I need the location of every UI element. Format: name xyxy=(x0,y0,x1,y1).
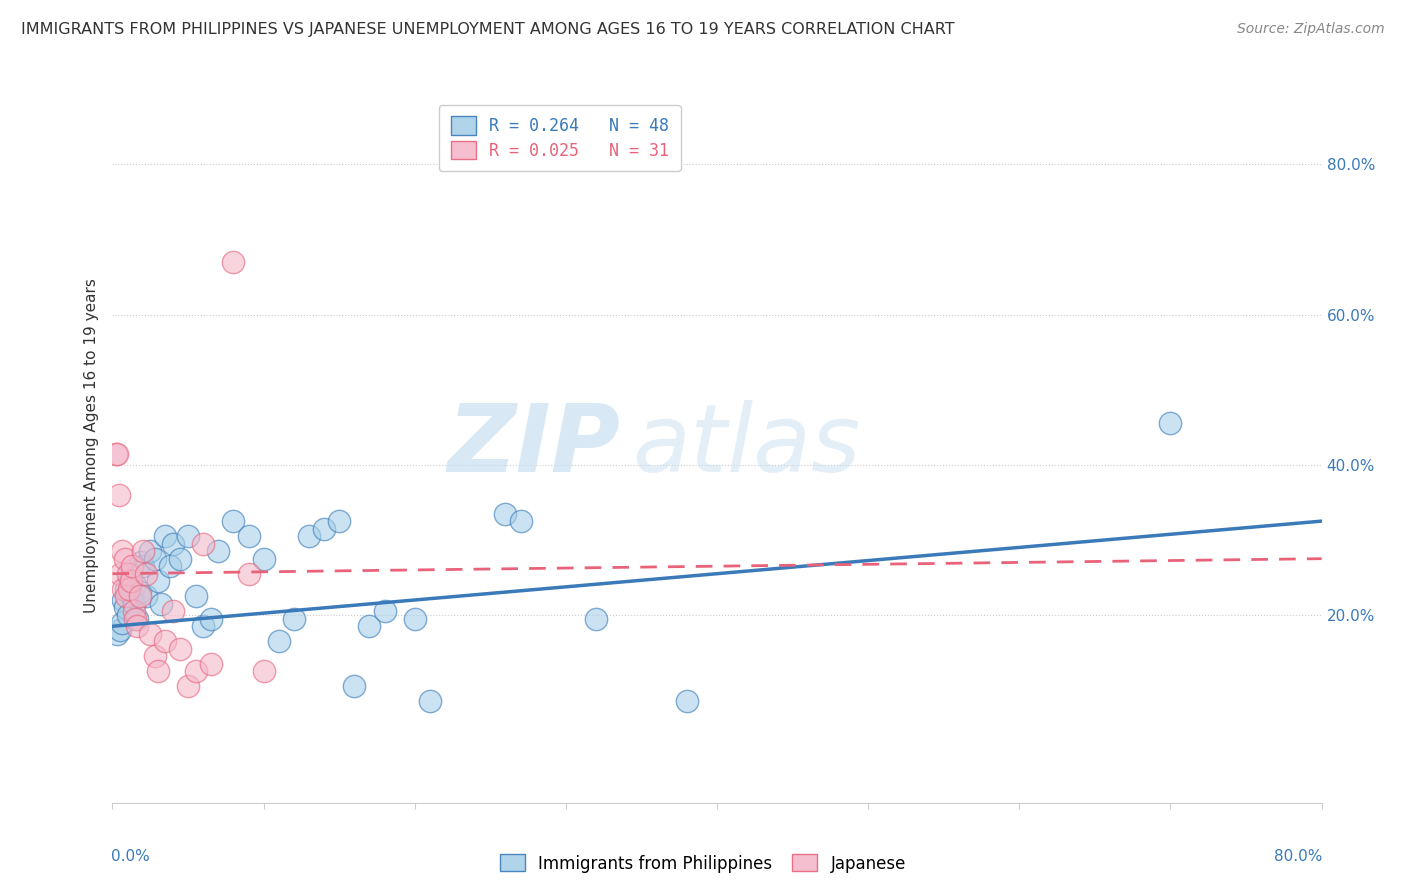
Point xyxy=(125,619,148,633)
Point xyxy=(184,589,207,603)
Point xyxy=(495,507,517,521)
Point xyxy=(200,612,222,626)
Point xyxy=(238,529,260,543)
Point xyxy=(129,556,152,570)
Point xyxy=(112,593,135,607)
Point xyxy=(139,627,162,641)
Point xyxy=(128,589,150,603)
Point xyxy=(112,582,135,596)
Point xyxy=(146,665,169,679)
Point xyxy=(117,566,139,581)
Point xyxy=(146,574,169,589)
Point xyxy=(149,597,172,611)
Point xyxy=(328,514,350,528)
Legend: R = 0.264   N = 48, R = 0.025   N = 31: R = 0.264 N = 48, R = 0.025 N = 31 xyxy=(439,104,681,171)
Point xyxy=(159,559,181,574)
Point xyxy=(191,536,214,550)
Point xyxy=(359,619,381,633)
Point xyxy=(283,612,305,626)
Point xyxy=(155,529,177,543)
Point xyxy=(169,551,191,566)
Point xyxy=(298,529,321,543)
Point xyxy=(314,522,336,536)
Point xyxy=(162,604,184,618)
Point xyxy=(132,544,155,558)
Point xyxy=(110,615,132,630)
Point xyxy=(121,589,143,603)
Point xyxy=(207,544,229,558)
Point xyxy=(419,694,441,708)
Point xyxy=(118,574,141,589)
Point xyxy=(122,604,145,618)
Point xyxy=(184,665,207,679)
Point xyxy=(125,612,148,626)
Point xyxy=(120,574,142,589)
Point xyxy=(509,514,531,528)
Point xyxy=(238,566,260,581)
Point xyxy=(404,612,426,626)
Point xyxy=(124,612,146,626)
Point xyxy=(143,649,166,664)
Point xyxy=(177,679,200,693)
Point xyxy=(253,665,276,679)
Point xyxy=(374,604,396,618)
Point xyxy=(107,488,129,502)
Point xyxy=(143,551,166,566)
Point xyxy=(200,657,222,671)
Text: atlas: atlas xyxy=(633,401,860,491)
Point xyxy=(675,694,697,708)
Point xyxy=(117,607,139,622)
Point xyxy=(222,514,245,528)
Text: Source: ZipAtlas.com: Source: ZipAtlas.com xyxy=(1237,22,1385,37)
Point xyxy=(110,544,132,558)
Point xyxy=(115,589,138,603)
Point xyxy=(169,641,191,656)
Point xyxy=(122,597,145,611)
Text: ZIP: ZIP xyxy=(447,400,620,492)
Point xyxy=(121,559,143,574)
Point xyxy=(162,536,184,550)
Y-axis label: Unemployment Among Ages 16 to 19 years: Unemployment Among Ages 16 to 19 years xyxy=(83,278,98,614)
Text: IMMIGRANTS FROM PHILIPPINES VS JAPANESE UNEMPLOYMENT AMONG AGES 16 TO 19 YEARS C: IMMIGRANTS FROM PHILIPPINES VS JAPANESE … xyxy=(21,22,955,37)
Point xyxy=(128,585,150,599)
Point xyxy=(120,566,142,581)
Legend: Immigrants from Philippines, Japanese: Immigrants from Philippines, Japanese xyxy=(494,847,912,880)
Point xyxy=(114,600,136,615)
Text: 0.0%: 0.0% xyxy=(111,849,150,864)
Point xyxy=(118,582,141,596)
Point xyxy=(132,559,155,574)
Point xyxy=(135,566,157,581)
Point xyxy=(222,255,245,269)
Point xyxy=(135,589,157,603)
Point xyxy=(343,679,366,693)
Point xyxy=(253,551,276,566)
Point xyxy=(177,529,200,543)
Point xyxy=(267,634,290,648)
Point xyxy=(104,446,127,460)
Point xyxy=(1159,417,1181,431)
Point xyxy=(115,582,138,596)
Point xyxy=(108,566,131,581)
Point xyxy=(155,634,177,648)
Point xyxy=(191,619,214,633)
Point xyxy=(105,446,128,460)
Point xyxy=(124,578,146,592)
Text: 80.0%: 80.0% xyxy=(1274,849,1323,864)
Point xyxy=(105,627,128,641)
Point xyxy=(108,623,131,637)
Point xyxy=(585,612,607,626)
Point xyxy=(139,544,162,558)
Point xyxy=(114,551,136,566)
